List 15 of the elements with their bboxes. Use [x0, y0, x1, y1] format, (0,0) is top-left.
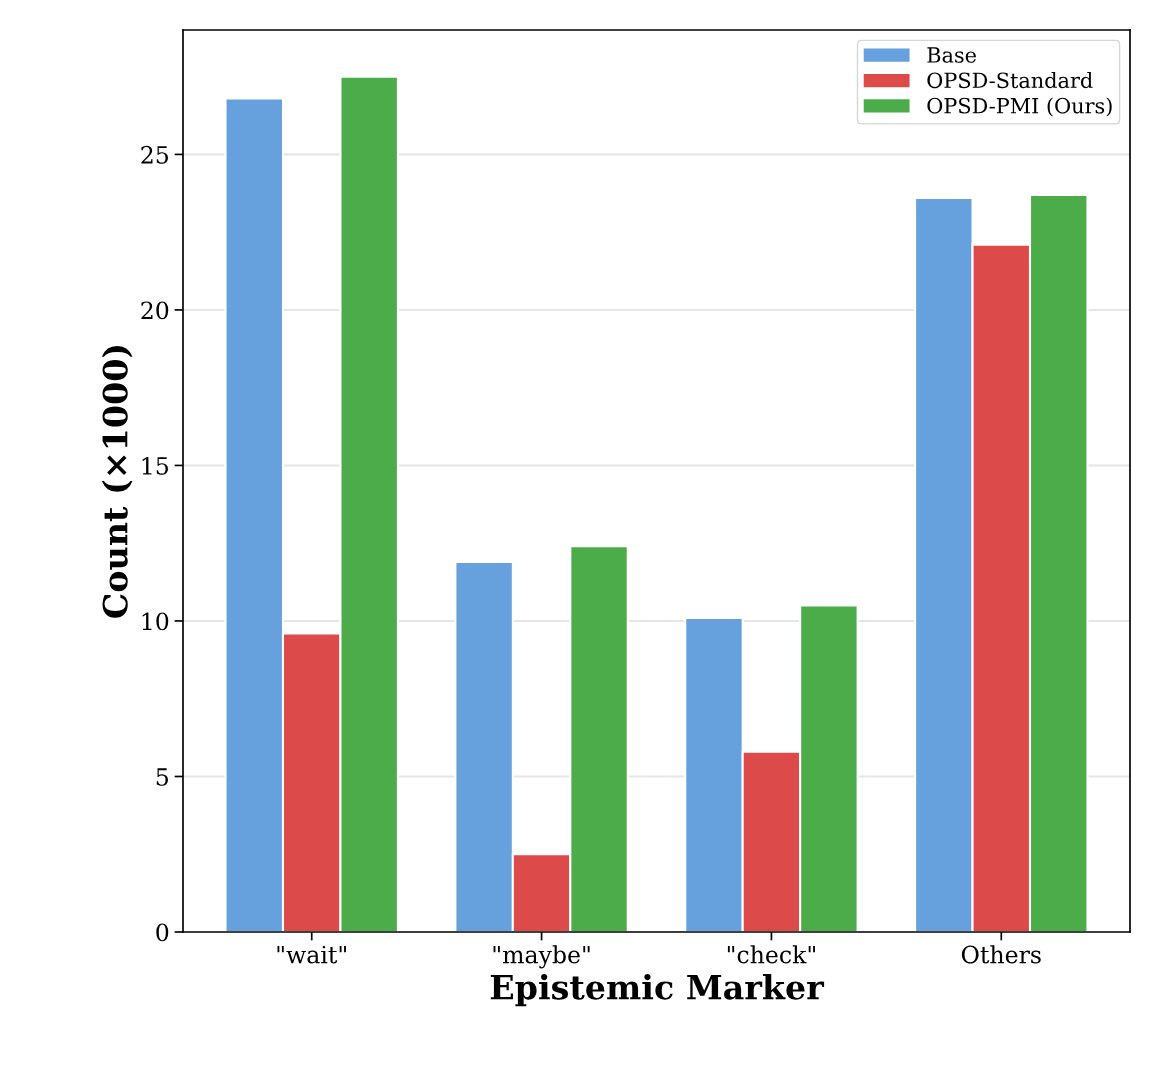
- y-tick-label: 20: [141, 301, 169, 320]
- y-tick-label: 15: [142, 456, 168, 475]
- y-tick-label: 25: [141, 145, 168, 164]
- legend-label: OPSD-Standard: [927, 72, 1093, 89]
- y-tick-label: 5: [156, 768, 168, 786]
- x-tick-label: "maybe": [493, 945, 590, 969]
- x-axis-title: Epistemic Marker: [490, 973, 825, 1007]
- y-tick-label: 0: [156, 923, 169, 942]
- y-axis-title: Count (×1000): [101, 345, 133, 618]
- legend-label: Base: [927, 47, 976, 63]
- legend-label: OPSD-PMI (Ours): [927, 97, 1112, 117]
- y-tick-label: 10: [142, 612, 169, 631]
- x-tick-label: "wait": [277, 945, 346, 964]
- x-tick-label: "check": [727, 945, 815, 964]
- x-tick-label: Others: [961, 945, 1041, 964]
